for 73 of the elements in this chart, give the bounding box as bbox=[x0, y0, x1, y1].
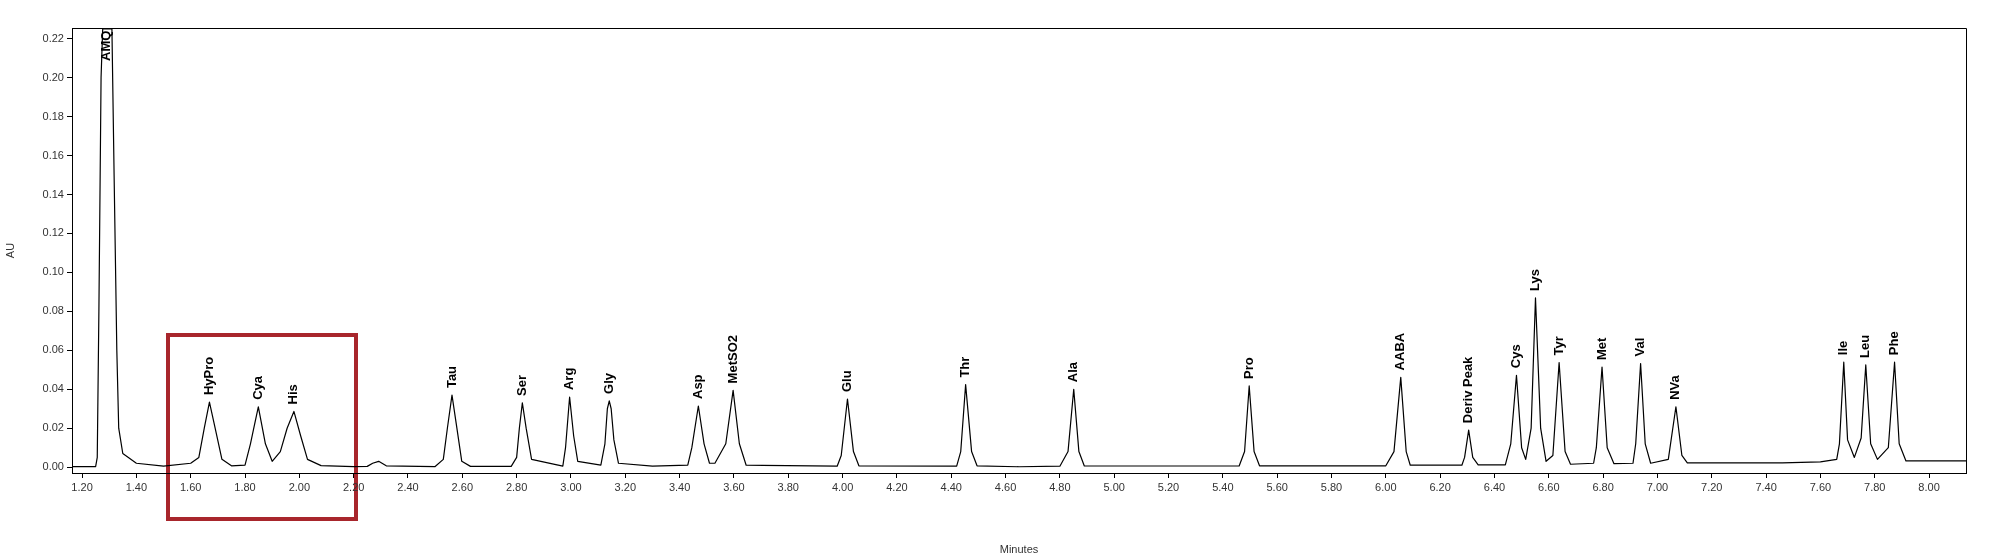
annotation: Tau bbox=[443, 365, 459, 389]
annotation: AABA bbox=[1392, 332, 1408, 371]
y-tick-label: 0.10 bbox=[42, 265, 64, 278]
x-tick-label: 3.60 bbox=[723, 480, 745, 493]
annotation: HyPro bbox=[201, 356, 217, 396]
y-tick-label: 0.04 bbox=[42, 382, 64, 395]
y-tick-label: 0.22 bbox=[42, 31, 64, 44]
x-tick-label: 3.80 bbox=[777, 480, 799, 493]
x-tick-label: 8.00 bbox=[1918, 480, 1940, 493]
x-tick-label: 7.80 bbox=[1864, 480, 1886, 493]
y-tick-label: 0.16 bbox=[42, 148, 64, 161]
annotation: Tyr bbox=[1550, 336, 1566, 356]
y-tick-label: 0.06 bbox=[42, 343, 64, 356]
x-tick-label: 4.00 bbox=[831, 480, 854, 493]
x-tick-label: 6.00 bbox=[1375, 480, 1397, 493]
annotation: Lys bbox=[1527, 269, 1543, 291]
x-tick-label: 1.20 bbox=[71, 480, 93, 493]
annotation: Val bbox=[1632, 337, 1648, 357]
annotation: His bbox=[285, 384, 301, 405]
x-tick-label: 5.40 bbox=[1212, 480, 1234, 493]
x-tick-label: 4.40 bbox=[940, 480, 962, 493]
annotation: Glu bbox=[839, 370, 855, 392]
x-tick-label: 3.20 bbox=[614, 480, 636, 493]
y-tick-label: 0.14 bbox=[42, 187, 64, 200]
x-tick-label: 6.40 bbox=[1483, 480, 1506, 493]
annotation: Met bbox=[1593, 337, 1609, 361]
annotation: Cya bbox=[249, 375, 265, 400]
y-tick-label: 0.12 bbox=[42, 226, 64, 239]
x-tick-label: 5.60 bbox=[1266, 480, 1288, 493]
annotation: Ala bbox=[1065, 361, 1081, 383]
x-tick-label: 6.60 bbox=[1538, 480, 1560, 493]
x-tick-label: 2.80 bbox=[505, 480, 528, 493]
annotation: Gly bbox=[600, 372, 616, 394]
y-tick-label: 0.02 bbox=[42, 421, 64, 434]
y-tick-label: 0.08 bbox=[42, 304, 64, 317]
y-tick-label: 0.18 bbox=[42, 109, 64, 122]
y-tick-label: 0.00 bbox=[42, 460, 64, 473]
annotation: AMQ bbox=[98, 30, 114, 61]
x-tick-label: 5.80 bbox=[1320, 480, 1343, 493]
y-tick-label: 0.20 bbox=[42, 70, 64, 83]
x-tick-label: 4.60 bbox=[994, 480, 1017, 493]
x-tick-label: 3.00 bbox=[560, 480, 582, 493]
annotation: Ile bbox=[1835, 340, 1851, 356]
x-axis-title: Minutes bbox=[999, 543, 1039, 556]
x-tick-label: 6.20 bbox=[1429, 480, 1451, 493]
x-tick-label: 1.40 bbox=[125, 480, 148, 493]
x-tick-label: 1.80 bbox=[234, 480, 256, 493]
x-tick-label: 3.40 bbox=[668, 480, 691, 493]
x-tick-label: 4.20 bbox=[886, 480, 908, 493]
x-tick-label: 2.60 bbox=[451, 480, 474, 493]
annotation: Thr bbox=[957, 356, 973, 378]
x-tick-label: 5.00 bbox=[1103, 480, 1125, 493]
annotation: Deriv Peak bbox=[1460, 355, 1476, 424]
annotation: MetSO2 bbox=[724, 335, 740, 384]
annotation: Phe bbox=[1886, 331, 1902, 356]
annotation: NVa bbox=[1667, 374, 1683, 400]
x-tick-label: 6.80 bbox=[1592, 480, 1614, 493]
annotation: Leu bbox=[1857, 334, 1873, 358]
annotation: Arg bbox=[561, 367, 577, 391]
x-tick-label: 7.60 bbox=[1809, 480, 1832, 493]
x-tick-label: 7.20 bbox=[1701, 480, 1723, 493]
x-tick-label: 7.40 bbox=[1755, 480, 1777, 493]
annotation: Pro bbox=[1240, 357, 1256, 379]
y-axis-title: AU bbox=[3, 242, 16, 259]
x-tick-label: 2.40 bbox=[397, 480, 419, 493]
x-tick-label: 7.00 bbox=[1646, 480, 1669, 493]
annotation: Ser bbox=[513, 374, 529, 396]
x-tick-label: 2.00 bbox=[288, 480, 311, 493]
x-tick-label: 1.60 bbox=[179, 480, 202, 493]
annotation: Cys bbox=[1508, 344, 1524, 369]
annotation: Asp bbox=[689, 374, 705, 400]
x-tick-label: 5.20 bbox=[1157, 480, 1180, 493]
x-tick-label: 4.80 bbox=[1049, 480, 1071, 493]
